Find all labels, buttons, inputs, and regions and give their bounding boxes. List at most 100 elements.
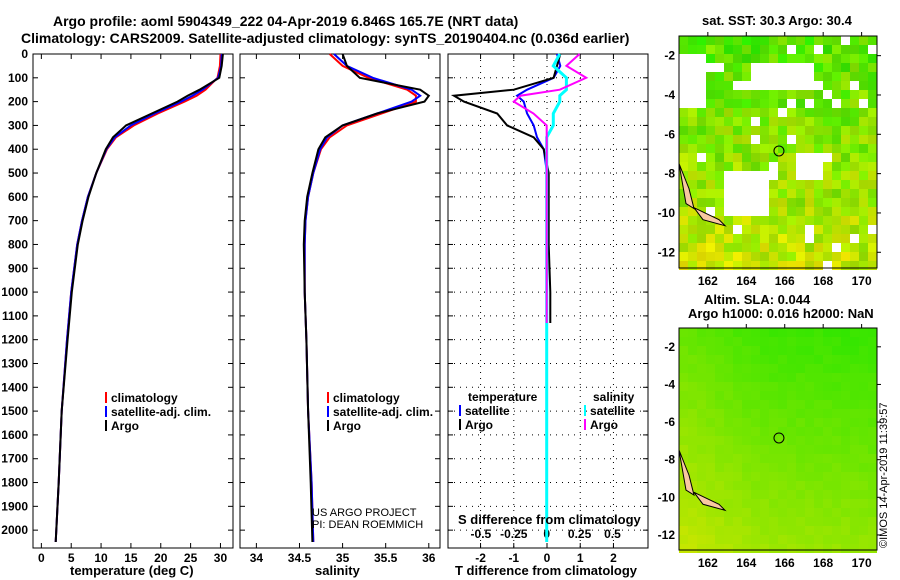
map-cell bbox=[868, 216, 877, 225]
map-cell bbox=[841, 409, 850, 418]
map-cell bbox=[751, 162, 760, 171]
map-cell bbox=[715, 535, 724, 544]
map-cell bbox=[706, 472, 715, 481]
map-cell bbox=[733, 180, 742, 189]
map-cell bbox=[778, 171, 787, 180]
map-cell bbox=[688, 72, 697, 81]
map-cell bbox=[805, 252, 814, 261]
map-cell bbox=[814, 481, 823, 490]
map-cell bbox=[742, 81, 751, 90]
map-cell bbox=[760, 63, 769, 72]
map-cell bbox=[679, 328, 688, 337]
map-cell bbox=[769, 526, 778, 535]
map-cell bbox=[697, 499, 706, 508]
map-cell bbox=[868, 135, 877, 144]
map-cell bbox=[760, 400, 769, 409]
map-cell bbox=[706, 207, 715, 216]
map-cell bbox=[868, 445, 877, 454]
map-cell bbox=[715, 391, 724, 400]
map-cell bbox=[823, 445, 832, 454]
map-cell bbox=[724, 180, 733, 189]
map-cell bbox=[715, 454, 724, 463]
map-cell bbox=[697, 144, 706, 153]
map-cell bbox=[697, 355, 706, 364]
map-cell bbox=[688, 337, 697, 346]
map-cell bbox=[832, 436, 841, 445]
map-cell bbox=[823, 252, 832, 261]
map-cell bbox=[769, 517, 778, 526]
map-cell bbox=[832, 418, 841, 427]
map-cell bbox=[679, 400, 688, 409]
map-cell bbox=[697, 328, 706, 337]
map-lat-label: -10 bbox=[658, 490, 676, 504]
map-cell bbox=[706, 90, 715, 99]
map-cell bbox=[733, 472, 742, 481]
map-cell bbox=[823, 400, 832, 409]
x-tick-label: 35.5 bbox=[374, 551, 398, 565]
map-cell bbox=[742, 135, 751, 144]
map-cell bbox=[850, 382, 859, 391]
map-cell bbox=[841, 99, 850, 108]
map-cell bbox=[841, 499, 850, 508]
map-cell bbox=[787, 261, 796, 270]
map-cell bbox=[805, 463, 814, 472]
map-cell bbox=[805, 234, 814, 243]
map-cell bbox=[688, 436, 697, 445]
map-cell bbox=[823, 328, 832, 337]
map-cell bbox=[796, 54, 805, 63]
map-cell bbox=[688, 418, 697, 427]
map-cell bbox=[841, 180, 850, 189]
map-cell bbox=[787, 180, 796, 189]
legend-marker-satellite bbox=[105, 406, 107, 417]
map-cell bbox=[868, 252, 877, 261]
map-lat-label: -4 bbox=[664, 88, 675, 102]
map-cell bbox=[724, 144, 733, 153]
map-cell bbox=[814, 180, 823, 189]
map-cell bbox=[832, 535, 841, 544]
map-cell bbox=[814, 382, 823, 391]
map-cell bbox=[859, 409, 868, 418]
map-cell bbox=[724, 72, 733, 81]
map-cell bbox=[868, 355, 877, 364]
map-cell bbox=[733, 144, 742, 153]
map-cell bbox=[796, 526, 805, 535]
x-tick-label: 35 bbox=[336, 551, 350, 565]
map-cell bbox=[742, 171, 751, 180]
map-cell bbox=[832, 337, 841, 346]
map-cell bbox=[814, 234, 823, 243]
y-tick-label: 500 bbox=[8, 166, 28, 180]
y-tick-label: 1700 bbox=[1, 452, 28, 466]
map-cell bbox=[760, 234, 769, 243]
map-cell bbox=[688, 135, 697, 144]
map-cell bbox=[733, 225, 742, 234]
map-cell bbox=[688, 517, 697, 526]
sal-legend: climatology satellite-adj. clim. Argo bbox=[327, 391, 433, 433]
map-cell bbox=[715, 409, 724, 418]
map-cell bbox=[805, 36, 814, 45]
map-cell bbox=[706, 126, 715, 135]
map-cell bbox=[724, 382, 733, 391]
map-cell bbox=[814, 508, 823, 517]
map-cell bbox=[805, 409, 814, 418]
map-cell bbox=[823, 45, 832, 54]
map-cell bbox=[832, 544, 841, 553]
map-cell bbox=[832, 400, 841, 409]
map-cell bbox=[724, 216, 733, 225]
map-cell bbox=[859, 418, 868, 427]
map-cell bbox=[679, 346, 688, 355]
map-cell bbox=[751, 225, 760, 234]
map-cell bbox=[814, 207, 823, 216]
map-cell bbox=[679, 243, 688, 252]
map-cell bbox=[814, 346, 823, 355]
map-cell bbox=[796, 180, 805, 189]
map-cell bbox=[805, 337, 814, 346]
legend-label: Argo bbox=[590, 418, 618, 432]
map-cell bbox=[733, 445, 742, 454]
map-cell bbox=[859, 382, 868, 391]
map-cell bbox=[841, 355, 850, 364]
map-cell bbox=[850, 72, 859, 81]
map-cell bbox=[859, 36, 868, 45]
x-tick-label: 5 bbox=[68, 551, 75, 565]
map-cell bbox=[778, 418, 787, 427]
map-cell bbox=[814, 117, 823, 126]
